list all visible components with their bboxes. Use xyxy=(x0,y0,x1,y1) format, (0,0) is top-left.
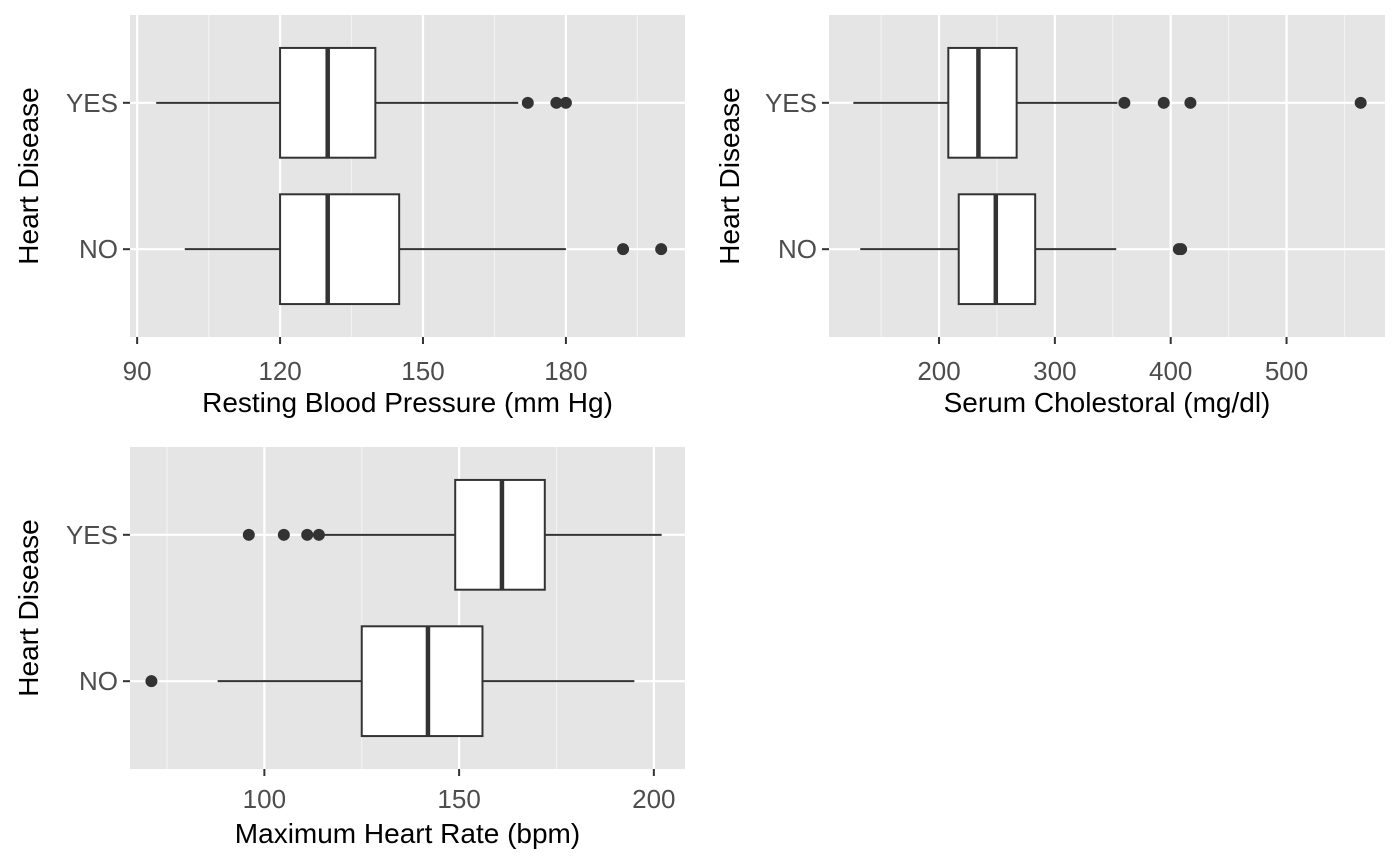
y-tick-label: YES xyxy=(765,88,817,118)
y-tick-label: YES xyxy=(66,520,118,550)
outlier-point xyxy=(1175,243,1188,256)
outlier-point xyxy=(277,528,290,541)
plot-panel-background xyxy=(829,15,1385,337)
outlier-point xyxy=(1354,96,1367,109)
boxplot-no xyxy=(184,193,668,306)
x-tick-label: 200 xyxy=(632,784,675,814)
x-tick-label: 400 xyxy=(1149,356,1192,386)
boxplot-yes xyxy=(853,46,1367,159)
outlier-point xyxy=(521,96,534,109)
chart-panel-3: NO YES 100 150 200 Maximum Heart Rate (bpm) He… xyxy=(13,447,685,849)
boxplot-no xyxy=(860,193,1188,306)
x-tick-label: 100 xyxy=(243,784,286,814)
plot-panel-background xyxy=(130,15,685,337)
outlier-point xyxy=(655,243,668,256)
x-tick-label: 500 xyxy=(1265,356,1308,386)
x-axis-title: Resting Blood Pressure (mm Hg) xyxy=(202,387,613,418)
outlier-point xyxy=(550,96,563,109)
x-tick-label: 200 xyxy=(917,356,960,386)
y-axis-title: Heart Disease xyxy=(714,87,745,264)
boxplot-yes xyxy=(156,46,572,159)
outlier-point xyxy=(312,528,325,541)
x-tick-label: 300 xyxy=(1033,356,1076,386)
x-tick-label: 90 xyxy=(123,356,152,386)
outlier-point xyxy=(145,675,158,688)
y-tick-label: NO xyxy=(79,234,118,264)
outlier-point xyxy=(301,528,314,541)
y-tick-label: YES xyxy=(66,88,118,118)
x-tick-label: 180 xyxy=(544,356,587,386)
x-axis-title: Maximum Heart Rate (bpm) xyxy=(235,818,580,849)
x-axis-title: Serum Cholestoral (mg/dl) xyxy=(944,387,1271,418)
y-tick-label: NO xyxy=(79,666,118,696)
boxplot-yes xyxy=(242,478,662,591)
x-tick-label: 150 xyxy=(437,784,480,814)
boxplot-no xyxy=(145,625,635,738)
outlier-point xyxy=(242,528,255,541)
outlier-point xyxy=(1184,96,1197,109)
iqr-box xyxy=(947,46,1018,159)
outlier-point xyxy=(1157,96,1170,109)
outlier-point xyxy=(617,243,630,256)
outlier-point xyxy=(559,96,572,109)
y-axis-title: Heart Disease xyxy=(13,519,44,696)
iqr-box xyxy=(360,625,484,738)
x-tick-label: 150 xyxy=(401,356,444,386)
x-tick-label: 120 xyxy=(258,356,301,386)
outlier-point xyxy=(1118,96,1131,109)
y-tick-label: NO xyxy=(778,234,817,264)
iqr-box xyxy=(279,193,401,306)
y-axis-title: Heart Disease xyxy=(13,87,44,264)
